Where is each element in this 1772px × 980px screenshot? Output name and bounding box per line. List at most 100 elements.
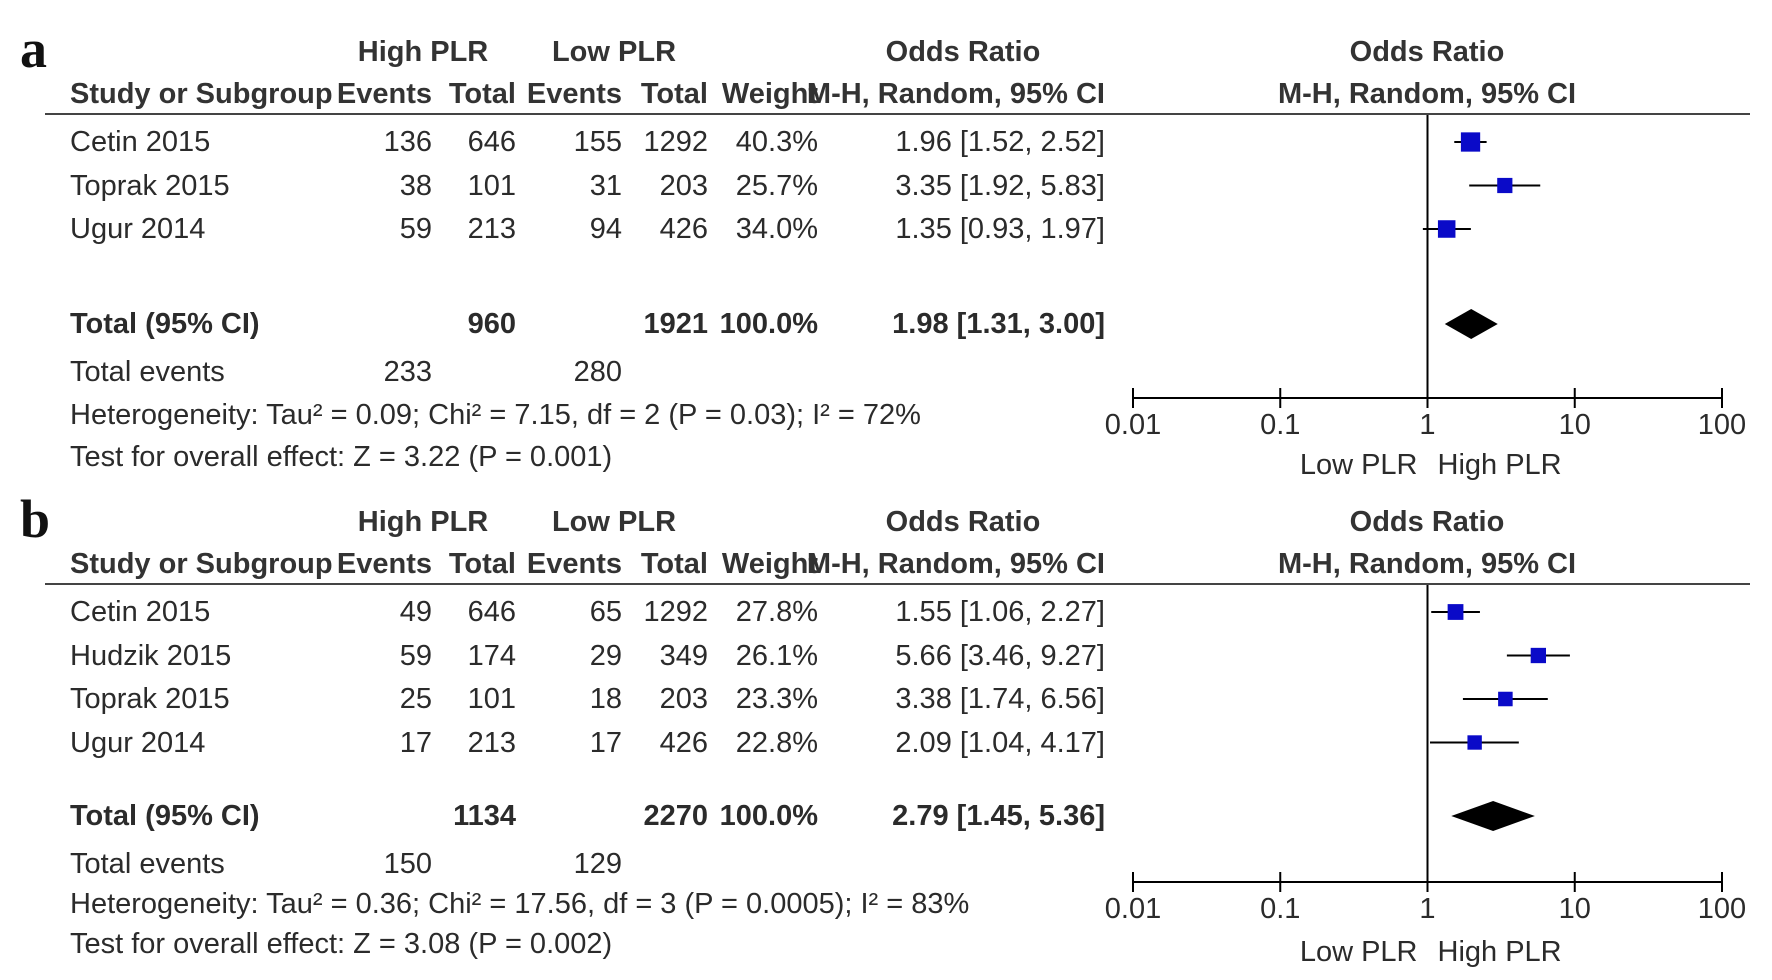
total-events-group1: 233 [383,356,432,388]
study-point-marker [1497,177,1513,194]
plot-method-header: M-H, Random, 95% CI [1277,78,1577,110]
total1-column-header: Total [448,548,516,580]
panel-label: b [20,489,51,549]
study-odds-ratio-ci: 2.09 [1.04, 4.17] [895,726,1105,759]
study-name: Toprak 2015 [70,683,230,715]
events2-column-header: Events [526,78,622,110]
total-n-group2: 2270 [643,800,708,832]
study-name: Toprak 2015 [70,169,230,202]
plot-effect-title: Odds Ratio [1349,506,1505,538]
study-name: Cetin 2015 [70,126,211,158]
x-axis-tick-label: 0.1 [1260,409,1300,441]
total-odds-ratio-ci: 2.79 [1.45, 5.36] [892,800,1105,832]
total-events-group2: 129 [573,848,622,880]
study-total-group1: 213 [467,213,516,245]
study-weight: 23.3% [735,683,818,715]
study-total-group2: 203 [659,169,708,202]
forest-plot-area: 0.01 0.1 1 10 100 Low PLR High PLR [1105,585,1746,968]
study-name: Ugur 2014 [70,213,206,245]
study-events-group2: 65 [589,596,622,628]
total1-column-header: Total [448,78,516,110]
study-events-group1: 136 [383,126,432,158]
study-total-group2: 203 [659,683,708,715]
header-rule [45,113,1750,115]
effect-title: Odds Ratio [885,506,1041,538]
x-axis-tick-label: 1 [1419,893,1435,925]
study-total-group2: 426 [659,213,708,245]
total-events-label: Total events [70,848,225,880]
study-total-group1: 213 [467,726,516,759]
overall-effect-test: Test for overall effect: Z = 3.22 (P = 0… [70,441,613,473]
study-odds-ratio-ci: 1.55 [1.06, 2.27] [895,596,1105,628]
total-weight: 100.0% [719,800,818,832]
total-n-group1: 960 [467,308,516,340]
events2-column-header: Events [526,548,622,580]
study-odds-ratio-ci: 5.66 [3.46, 9.27] [895,639,1105,672]
events1-column-header: Events [336,548,432,580]
forest-panel-b: b High PLR Low PLR Odds Ratio Odds Ratio Stud… [0,470,1772,968]
study-weight: 26.1% [735,639,818,672]
total2-column-header: Total [640,548,708,580]
study-events-group2: 17 [589,726,622,759]
study-odds-ratio-ci: 1.35 [0.93, 1.97] [895,213,1105,245]
forest-plot-area: 0.01 0.1 1 10 100 Low PLR High PLR [1105,115,1746,481]
study-events-group1: 38 [399,169,432,202]
x-axis-tick-label: 1 [1419,409,1435,441]
study-events-group1: 25 [399,683,432,715]
total-events-group2: 280 [573,356,622,388]
total-events-group1: 150 [383,848,432,880]
study-odds-ratio-ci: 1.96 [1.52, 2.52] [895,126,1105,158]
plot-method-header: M-H, Random, 95% CI [1277,548,1577,580]
panel-label: a [20,19,47,79]
total2-column-header: Total [640,78,708,110]
study-total-group1: 174 [467,639,516,672]
study-total-group1: 646 [467,596,516,628]
study-point-marker [1437,220,1456,238]
pooled-effect-diamond [1444,309,1498,339]
study-point-marker [1447,604,1464,620]
x-axis-tick-label: 0.01 [1105,409,1161,441]
favours-left-label: Low PLR [1300,449,1418,481]
study-odds-ratio-ci: 3.35 [1.92, 5.83] [895,169,1105,202]
method-column-header: M-H, Random, 95% CI [806,78,1105,110]
study-total-group2: 349 [659,639,708,672]
study-name: Ugur 2014 [70,726,206,759]
study-weight: 40.3% [735,126,818,158]
study-total-group1: 101 [467,169,516,202]
study-point-marker [1467,735,1482,750]
method-column-header: M-H, Random, 95% CI [806,548,1105,580]
study-events-group1: 49 [399,596,432,628]
weight-column-header: Weight [721,548,818,580]
study-weight: 22.8% [735,726,818,759]
overall-effect-test: Test for overall effect: Z = 3.08 (P = 0… [70,928,613,960]
group1-header: High PLR [357,506,489,538]
study-column-header: Study or Subgroup [70,548,333,580]
study-events-group1: 59 [399,213,432,245]
study-events-group2: 18 [589,683,622,715]
total-odds-ratio-ci: 1.98 [1.31, 3.00] [892,308,1105,340]
favours-right-label: High PLR [1438,449,1562,481]
study-total-group2: 1292 [643,596,708,628]
plot-effect-title: Odds Ratio [1349,36,1505,68]
study-weight: 25.7% [735,169,818,202]
group1-header: High PLR [357,36,489,68]
weight-column-header: Weight [721,78,818,110]
study-point-marker [1498,691,1513,707]
total-label: Total (95% CI) [70,800,260,832]
study-events-group2: 94 [589,213,622,245]
study-name: Cetin 2015 [70,596,211,628]
pooled-effect-diamond [1451,801,1535,831]
header-rule [45,583,1750,585]
study-events-group1: 59 [399,639,432,672]
group2-header: Low PLR [551,36,677,68]
study-point-marker [1530,647,1547,664]
total-n-group1: 1134 [453,800,516,832]
x-axis-tick-label: 0.01 [1105,893,1161,925]
total-weight: 100.0% [719,308,818,340]
x-axis-tick-label: 0.1 [1260,893,1300,925]
study-odds-ratio-ci: 3.38 [1.74, 6.56] [895,683,1105,715]
favours-right-label: High PLR [1438,936,1562,968]
x-axis-tick-label: 10 [1559,893,1591,925]
study-total-group2: 1292 [643,126,708,158]
